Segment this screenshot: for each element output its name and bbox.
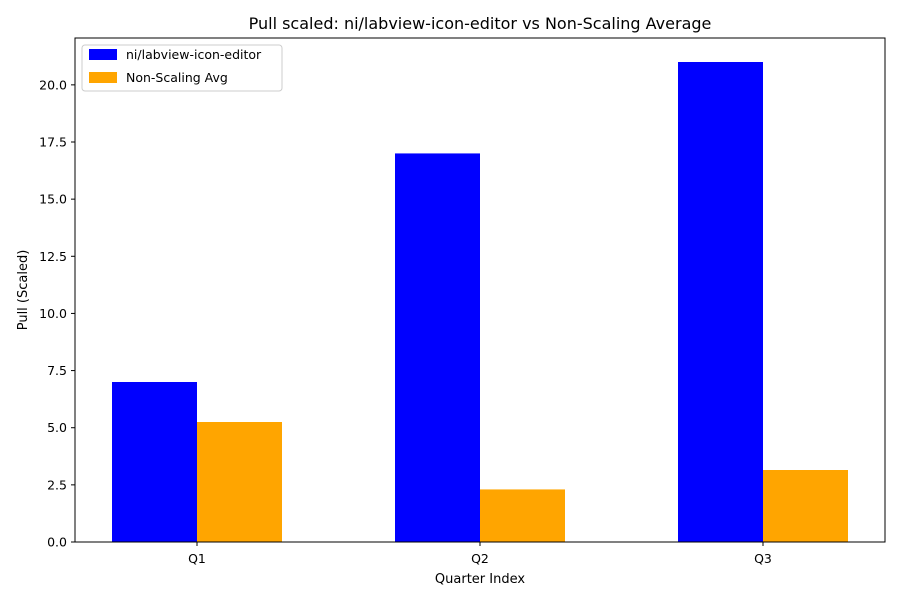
chart-title: Pull scaled: ni/labview-icon-editor vs N… [249, 14, 712, 33]
y-axis: 0.0 2.5 5.0 7.5 10.0 12.5 15.0 17.5 20.0 [39, 77, 75, 550]
legend-label-series-2: Non-Scaling Avg [126, 70, 228, 85]
x-tick-label: Q1 [188, 551, 206, 566]
y-tick-label: 20.0 [39, 77, 67, 92]
bar-series-2-q2 [480, 489, 565, 542]
bar-series-1-q3 [678, 62, 763, 542]
bar-series-1-q2 [395, 153, 480, 542]
legend-swatch-series-2 [89, 72, 117, 83]
bars-layer [112, 62, 848, 542]
y-axis-label: Pull (Scaled) [16, 250, 31, 331]
y-tick-label: 17.5 [39, 135, 67, 150]
bar-series-2-q3 [763, 470, 848, 542]
plot-frame [74, 37, 886, 543]
y-tick-label: 5.0 [47, 420, 67, 435]
legend-label-series-1: ni/labview-icon-editor [126, 47, 262, 62]
legend-swatch-series-1 [89, 49, 117, 60]
y-tick-label: 15.0 [39, 192, 67, 207]
x-tick-label: Q3 [754, 551, 772, 566]
x-axis: Q1 Q2 Q3 [188, 542, 772, 566]
legend: ni/labview-icon-editor Non-Scaling Avg [81, 44, 283, 92]
y-tick-label: 2.5 [47, 477, 67, 492]
bar-series-1-q1 [112, 382, 197, 542]
y-tick-label: 12.5 [39, 249, 67, 264]
x-axis-label: Quarter Index [435, 572, 525, 587]
legend-box [81, 44, 283, 92]
bar-series-2-q1 [197, 422, 282, 542]
y-tick-label: 10.0 [39, 306, 67, 321]
x-tick-label: Q2 [471, 551, 489, 566]
y-tick-label: 0.0 [47, 535, 67, 550]
y-tick-label: 7.5 [47, 363, 67, 378]
